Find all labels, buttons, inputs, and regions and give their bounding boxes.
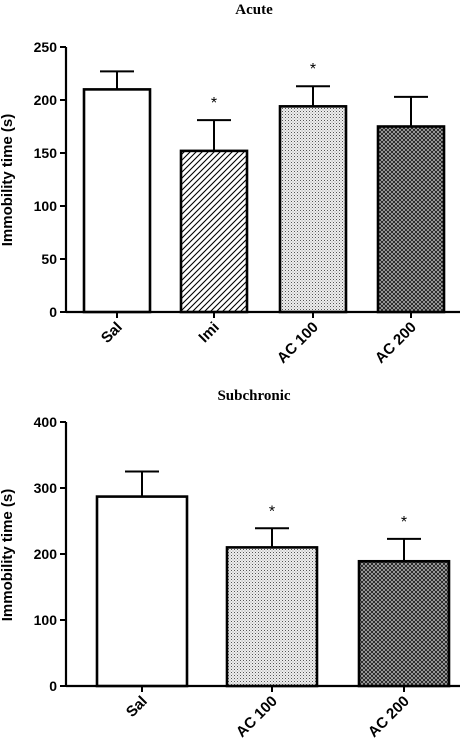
chart-subchronic-plot-area: 0 100 200 300 400 Sal AC 100 * AC 200 * <box>34 414 460 741</box>
y-tick-label: 400 <box>34 414 58 430</box>
bar-ac-100 <box>225 546 319 688</box>
y-tick-label: 0 <box>49 304 57 320</box>
chart-acute-plot-area: 0 50 100 150 200 250 Sal Imi * AC 100 * AC 200 <box>34 39 460 367</box>
chart-subchronic-title: Subchronic <box>217 388 290 404</box>
x-tick-label: AC 100 <box>233 693 281 741</box>
y-tick-label: 150 <box>34 145 58 161</box>
chart-acute-y-axis-label: Immobility time (s) <box>0 114 16 247</box>
chart-acute-title: Acute <box>235 2 273 18</box>
y-tick-label: 0 <box>49 678 57 694</box>
y-tick-label: 300 <box>34 480 58 496</box>
significance-marker: * <box>211 95 217 112</box>
y-tick-label: 50 <box>41 251 57 267</box>
chart-subchronic-y-axis-label: Immobility time (s) <box>0 489 16 622</box>
y-tick-label: 200 <box>34 92 58 108</box>
bar-ac-100 <box>278 105 348 314</box>
significance-marker: * <box>401 514 407 531</box>
y-tick-label: 200 <box>34 546 58 562</box>
x-tick-label: Imi <box>195 319 222 346</box>
bar-sal <box>82 88 152 314</box>
bar-sal <box>95 495 189 688</box>
x-tick-label: AC 200 <box>365 693 413 741</box>
y-tick-label: 100 <box>34 612 58 628</box>
bar-ac-200 <box>357 559 451 688</box>
x-tick-label: AC 200 <box>372 319 420 367</box>
bar-imi <box>179 149 249 314</box>
chart-subchronic: Subchronic Immobility time (s) 0 100 200 30… <box>0 388 460 741</box>
x-tick-label: Sal <box>123 693 151 721</box>
bar-ac-200 <box>376 125 446 314</box>
x-tick-label: AC 100 <box>274 319 322 367</box>
significance-marker: * <box>310 61 316 78</box>
chart-acute: Acute Immobility time (s) 0 50 100 150 200 25… <box>0 2 460 367</box>
x-tick-label: Sal <box>98 319 126 347</box>
y-tick-label: 100 <box>34 198 58 214</box>
y-tick-label: 250 <box>34 39 58 55</box>
significance-marker: * <box>269 503 275 520</box>
